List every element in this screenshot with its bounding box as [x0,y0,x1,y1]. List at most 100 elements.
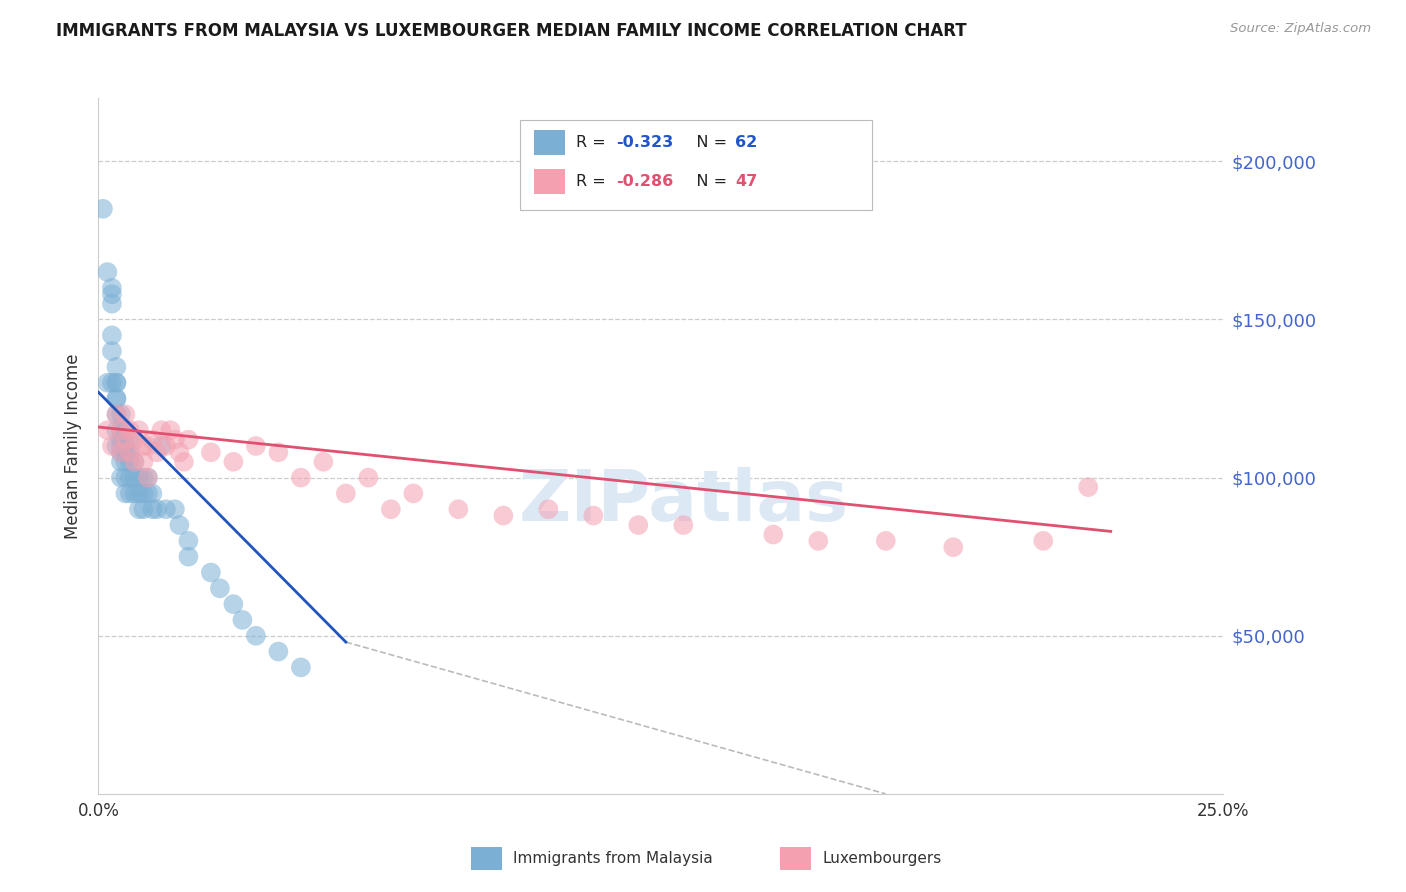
Point [118,455,141,469]
Text: R =: R = [576,174,612,188]
Point [136,486,159,500]
Point [114,433,136,447]
Point [447,502,470,516]
Point [141,502,163,516]
Point [132,455,155,469]
Point [124,470,146,484]
Point [222,597,245,611]
Point [118,433,141,447]
Text: -0.286: -0.286 [616,174,673,188]
Point [96,265,118,279]
Text: -0.323: -0.323 [616,136,673,150]
Point [942,540,965,554]
Point [267,644,290,658]
Point [105,408,128,422]
Point [245,629,267,643]
Point [105,439,128,453]
Point [807,533,830,548]
Point [290,660,312,674]
Point [335,486,357,500]
Text: 62: 62 [735,136,758,150]
Point [312,455,335,469]
Point [245,439,267,453]
Point [105,392,128,406]
Point [128,502,150,516]
Text: ZIPatlas: ZIPatlas [519,467,848,536]
Point [141,486,163,500]
Point [110,423,132,437]
Point [582,508,605,523]
Point [357,470,380,484]
Point [136,470,159,484]
Point [762,527,785,541]
Point [1032,533,1054,548]
Point [114,486,136,500]
Point [169,445,191,459]
Point [118,445,141,459]
Point [114,470,136,484]
Point [114,408,136,422]
Point [672,518,695,533]
Point [875,533,897,548]
Point [105,392,128,406]
Point [177,533,200,548]
Point [155,439,177,453]
Point [124,455,146,469]
Point [141,433,163,447]
Point [105,408,128,422]
Text: Luxembourgers: Luxembourgers [823,851,942,865]
Point [380,502,402,516]
Text: 47: 47 [735,174,758,188]
Point [402,486,425,500]
Point [177,433,200,447]
Point [200,445,222,459]
Point [163,433,186,447]
Point [290,470,312,484]
Point [124,455,146,469]
Point [136,470,159,484]
Point [208,582,231,596]
Point [110,408,132,422]
Point [163,502,186,516]
Point [101,328,124,343]
Point [114,423,136,437]
Point [128,470,150,484]
Point [110,445,132,459]
Text: IMMIGRANTS FROM MALAYSIA VS LUXEMBOURGER MEDIAN FAMILY INCOME CORRELATION CHART: IMMIGRANTS FROM MALAYSIA VS LUXEMBOURGER… [56,22,967,40]
Point [128,423,150,437]
Point [200,566,222,580]
Point [150,439,173,453]
Point [105,423,128,437]
Point [105,376,128,390]
Point [110,470,132,484]
Text: N =: N = [681,174,731,188]
Point [155,502,177,516]
Point [173,455,195,469]
Point [110,439,132,453]
Point [1077,480,1099,494]
Point [627,518,650,533]
Point [222,455,245,469]
Text: R =: R = [576,136,612,150]
Point [110,445,132,459]
Point [177,549,200,564]
Text: Immigrants from Malaysia: Immigrants from Malaysia [513,851,713,865]
Point [96,423,118,437]
Point [118,470,141,484]
Point [101,296,124,310]
Point [146,502,169,516]
Y-axis label: Median Family Income: Median Family Income [65,353,83,539]
Point [101,344,124,359]
Point [537,502,560,516]
Point [132,470,155,484]
Point [101,287,124,301]
Point [105,376,128,390]
Point [118,423,141,437]
Point [114,445,136,459]
Point [118,486,141,500]
Point [110,455,132,469]
Point [114,455,136,469]
Point [101,376,124,390]
Point [101,281,124,295]
Point [110,433,132,447]
